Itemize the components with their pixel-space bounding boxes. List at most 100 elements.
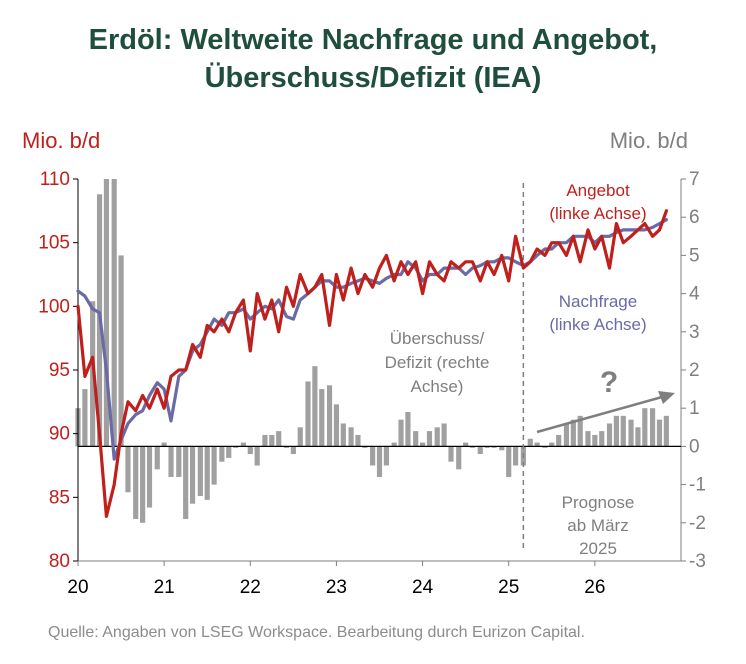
- balance-bar: [620, 415, 626, 447]
- balance-bar: [283, 446, 290, 448]
- balance-bar: [133, 446, 139, 519]
- annotation-balance-2: Defizit (rechte: [385, 353, 490, 372]
- source-note: Quelle: Angaben von LSEG Workspace. Bear…: [48, 624, 585, 641]
- left-tick-label: 105: [38, 233, 70, 254]
- balance-bar: [383, 446, 389, 466]
- balance-bar: [413, 431, 419, 447]
- balance-bar: [577, 415, 583, 447]
- balance-bar: [549, 442, 555, 447]
- annotation-angebot: Angebot: [566, 181, 630, 200]
- balance-bar: [240, 442, 246, 447]
- balance-bar: [434, 427, 440, 447]
- right-tick-label: 0: [689, 436, 700, 457]
- balance-bar: [563, 423, 570, 447]
- balance-bar: [628, 419, 634, 447]
- right-tick-label: -3: [689, 551, 706, 572]
- balance-bar: [340, 423, 346, 447]
- balance-bar: [613, 415, 619, 447]
- x-tick-label: 24: [412, 577, 434, 598]
- right-axis-unit: Mio. b/d: [609, 128, 688, 153]
- balance-bar: [211, 446, 217, 485]
- left-axis-unit: Mio. b/d: [22, 128, 101, 153]
- x-tick-label: 23: [326, 577, 347, 598]
- balance-bar: [663, 415, 669, 447]
- balance-bar: [312, 366, 318, 447]
- balance-bar: [513, 446, 519, 466]
- balance-bar: [635, 427, 641, 447]
- annotation-forecast-3: 2025: [579, 539, 617, 558]
- supply-line: [76, 209, 669, 519]
- balance-bar: [419, 442, 426, 447]
- trend-arrow-head: [658, 391, 675, 404]
- balance-bar: [125, 446, 131, 493]
- balance-bar: [290, 446, 296, 455]
- balance-bar: [527, 438, 533, 447]
- balance-bar: [405, 412, 411, 447]
- annotation-forecast-1: Prognose: [562, 493, 635, 512]
- trend-arrow-line: [536, 395, 663, 434]
- balance-bar: [362, 446, 368, 448]
- x-tick-label: 26: [584, 577, 605, 598]
- left-tick-label: 80: [49, 551, 70, 572]
- series-lines: [76, 209, 669, 519]
- balance-bar: [491, 446, 497, 448]
- balance-bar: [262, 434, 268, 447]
- balance-bar: [506, 446, 512, 477]
- balance-bar: [103, 179, 110, 447]
- balance-bar: [477, 446, 483, 455]
- balance-bar: [348, 427, 354, 447]
- balance-bar: [355, 434, 361, 447]
- balance-bar: [642, 408, 648, 447]
- right-tick-label: 7: [689, 169, 700, 190]
- x-tick-label: 20: [67, 577, 88, 598]
- annotation-question-mark: ?: [600, 366, 618, 399]
- right-tick-label: -1: [689, 475, 706, 496]
- right-tick-label: 4: [689, 284, 700, 305]
- balance-bar: [398, 419, 404, 447]
- balance-bar: [570, 419, 576, 447]
- balance-bar: [534, 442, 540, 447]
- balance-bar: [426, 431, 433, 447]
- balance-bar: [197, 446, 203, 497]
- balance-bar: [247, 446, 253, 455]
- annotation-balance-3: Achse): [411, 377, 464, 396]
- annotation-nachfrage-axis: (linke Achse): [549, 315, 646, 334]
- annotation-balance-1: Überschuss/: [390, 329, 485, 348]
- left-tick-label: 85: [49, 487, 70, 508]
- balance-bar: [448, 446, 454, 462]
- balance-bar: [333, 404, 340, 447]
- balance-bar: [189, 446, 196, 504]
- annotation-nachfrage: Nachfrage: [559, 292, 637, 311]
- chart-title-line-1: Erdöl: Weltweite Nachfrage und Angebot,: [88, 24, 658, 56]
- balance-bar: [391, 442, 397, 447]
- balance-bar: [233, 446, 239, 448]
- left-tick-label: 100: [38, 296, 70, 317]
- balance-bar: [269, 434, 275, 447]
- balance-bar: [276, 431, 282, 447]
- balance-bar: [118, 255, 124, 447]
- x-tick-label: 25: [498, 577, 519, 598]
- balance-bar: [305, 381, 311, 447]
- balance-bar: [463, 442, 469, 447]
- balance-bar: [226, 446, 232, 458]
- annotation-angebot-axis: (linke Achse): [549, 204, 646, 223]
- balance-bar: [649, 408, 656, 447]
- right-tick-label: -2: [689, 513, 706, 534]
- balance-bar: [82, 389, 88, 447]
- balance-bar: [542, 446, 548, 448]
- balance-bar: [219, 446, 225, 462]
- balance-bar: [161, 442, 167, 447]
- balance-bar: [441, 423, 447, 447]
- right-tick-label: 5: [689, 245, 700, 266]
- balance-bar: [319, 389, 325, 447]
- x-tick-label: 21: [154, 577, 175, 598]
- right-tick-label: 3: [689, 322, 700, 343]
- balance-bar: [456, 446, 462, 470]
- balance-bar: [592, 434, 598, 447]
- balance-bar: [599, 431, 605, 447]
- balance-bar: [326, 385, 333, 447]
- right-tick-label: 1: [689, 398, 700, 419]
- balance-bar: [585, 431, 591, 447]
